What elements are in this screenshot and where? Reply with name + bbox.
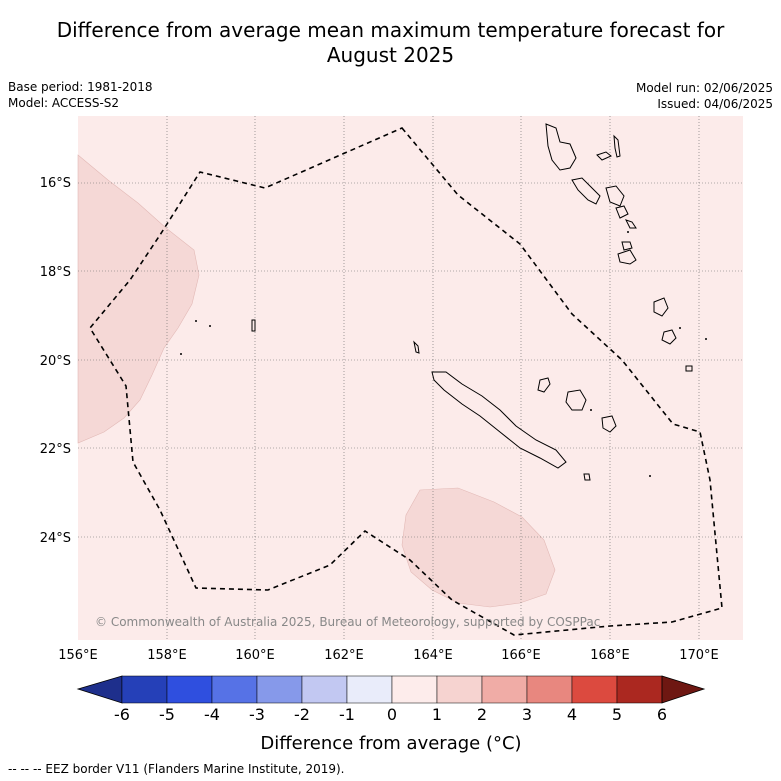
colorbar-tick-m4: -4 bbox=[204, 705, 220, 724]
eez-border bbox=[89, 127, 723, 636]
island-mare bbox=[601, 415, 617, 433]
lon-label-162: 162°E bbox=[324, 648, 364, 663]
colorbar-tick-5: 5 bbox=[612, 705, 622, 724]
islet-4 bbox=[649, 475, 651, 477]
island-belep bbox=[413, 340, 420, 354]
lon-label-160: 160°E bbox=[235, 648, 275, 663]
colorbar-ticks: -6 -5 -4 -3 -2 -1 0 1 2 3 4 5 6 bbox=[114, 705, 667, 724]
lon-label-170: 170°E bbox=[679, 648, 719, 663]
island-erromango bbox=[621, 241, 633, 251]
lat-label-20: 20°S bbox=[40, 354, 71, 369]
lat-label-24: 24°S bbox=[40, 531, 71, 546]
island-lifou bbox=[565, 389, 587, 411]
colorbar-tick-m1: -1 bbox=[339, 705, 355, 724]
colorbar-tick-6: 6 bbox=[657, 705, 667, 724]
islet-7 bbox=[590, 409, 592, 411]
colorbar-tick-m5: -5 bbox=[159, 705, 175, 724]
islands bbox=[251, 123, 693, 481]
anomaly-region-west bbox=[77, 154, 200, 444]
islet-2 bbox=[209, 325, 211, 327]
eez-footer-note: -- -- -- EEZ border V11 (Flanders Marine… bbox=[8, 762, 345, 776]
island-espiritu-santo bbox=[545, 123, 577, 171]
anomaly-region-south bbox=[401, 487, 556, 608]
model-name: Model: ACCESS-S2 bbox=[8, 96, 120, 110]
island-new-caledonia bbox=[431, 371, 567, 469]
lon-label-156: 156°E bbox=[58, 648, 98, 663]
island-hunter bbox=[661, 329, 677, 345]
title-line-1: Difference from average mean maximum tem… bbox=[56, 18, 725, 42]
colorbar-tick-2: 2 bbox=[477, 705, 487, 724]
copyright-credit: © Commonwealth of Australia 2025, Bureau… bbox=[95, 615, 600, 629]
map-panel: © Commonwealth of Australia 2025, Bureau… bbox=[77, 116, 743, 640]
islet-3 bbox=[180, 353, 182, 355]
islet-8 bbox=[627, 231, 629, 233]
island-small-2 bbox=[251, 319, 256, 332]
island-tanna bbox=[617, 249, 637, 265]
colorbar-seg-2 bbox=[166, 675, 213, 704]
island-shepherd bbox=[625, 219, 637, 229]
islet-5 bbox=[679, 327, 681, 329]
island-efate bbox=[615, 205, 629, 219]
islets bbox=[180, 231, 707, 477]
colorbar-tick-1: 1 bbox=[432, 705, 442, 724]
colorbar-seg-7 bbox=[391, 675, 438, 704]
colorbar-tick-m6: -6 bbox=[114, 705, 130, 724]
lon-label-168: 168°E bbox=[590, 648, 630, 663]
colorbar-extend-high bbox=[661, 675, 706, 704]
islet-6 bbox=[705, 338, 707, 340]
island-ambae bbox=[596, 151, 612, 161]
colorbar bbox=[76, 675, 706, 704]
lat-label-18: 18°S bbox=[40, 265, 71, 280]
lon-label-166: 166°E bbox=[501, 648, 541, 663]
base-period: Base period: 1981-2018 bbox=[8, 80, 153, 94]
lat-labels: 16°S 18°S 20°S 22°S 24°S bbox=[40, 176, 71, 546]
colorbar-seg-1 bbox=[121, 675, 168, 704]
model-run: Model run: 02/06/2025 bbox=[635, 81, 773, 95]
lat-label-16: 16°S bbox=[40, 176, 71, 191]
title-line-2: August 2025 bbox=[326, 43, 455, 67]
colorbar-seg-12 bbox=[616, 675, 663, 704]
colorbar-seg-4 bbox=[256, 675, 303, 704]
island-pentecost bbox=[605, 185, 625, 207]
colorbar-label: Difference from average (°C) bbox=[260, 733, 521, 754]
island-small-1 bbox=[685, 365, 693, 372]
lat-label-22: 22°S bbox=[40, 442, 71, 457]
map-title: Difference from average mean maximum tem… bbox=[0, 18, 781, 68]
colorbar-seg-6 bbox=[346, 675, 393, 704]
colorbar-seg-10 bbox=[526, 675, 573, 704]
island-ile-des-pins bbox=[583, 473, 591, 481]
colorbar-seg-9 bbox=[481, 675, 528, 704]
lon-labels: 156°E 158°E 160°E 162°E 164°E 166°E 168°… bbox=[58, 648, 719, 663]
meta-left: Base period: 1981-2018 Model: ACCESS-S2 bbox=[8, 79, 153, 111]
issued-date: Issued: 04/06/2025 bbox=[657, 97, 773, 111]
colorbar-tick-4: 4 bbox=[567, 705, 577, 724]
meta-right: Model run: 02/06/2025 Issued: 04/06/2025 bbox=[636, 80, 773, 112]
island-maewo bbox=[613, 134, 621, 158]
colorbar-tick-0: 0 bbox=[387, 705, 397, 724]
colorbar-tick-m3: -3 bbox=[249, 705, 265, 724]
colorbar-extend-low bbox=[76, 675, 123, 704]
island-mitre bbox=[653, 297, 669, 317]
colorbar-tick-m2: -2 bbox=[294, 705, 310, 724]
colorbar-seg-8 bbox=[436, 675, 483, 704]
lon-label-158: 158°E bbox=[147, 648, 187, 663]
colorbar-seg-3 bbox=[211, 675, 258, 704]
islet-1 bbox=[195, 320, 197, 322]
island-ouvea bbox=[537, 377, 551, 393]
colorbar-seg-5 bbox=[301, 675, 348, 704]
colorbar-tick-3: 3 bbox=[522, 705, 532, 724]
island-malakula bbox=[571, 177, 601, 205]
colorbar-seg-11 bbox=[571, 675, 618, 704]
lon-label-164: 164°E bbox=[413, 648, 453, 663]
